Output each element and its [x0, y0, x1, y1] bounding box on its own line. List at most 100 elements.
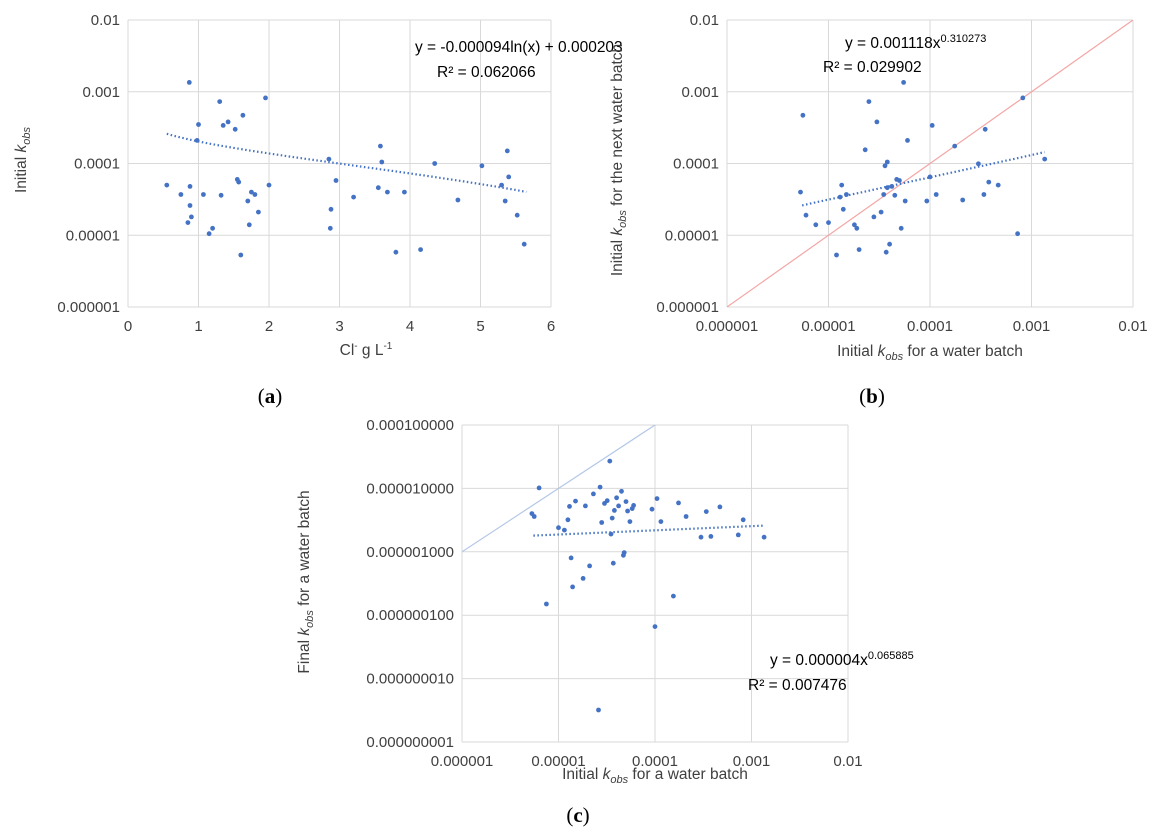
data-point	[256, 209, 261, 215]
data-point	[206, 231, 212, 237]
data-point	[683, 514, 689, 519]
data-point	[455, 197, 461, 203]
data-point	[866, 99, 872, 104]
data-point	[238, 252, 244, 258]
data-point	[834, 252, 839, 258]
x-tick-label: 3	[335, 318, 343, 335]
trendline	[801, 151, 1045, 207]
data-point	[327, 225, 333, 231]
data-point	[676, 500, 681, 506]
x-tick-label: 6	[547, 318, 555, 335]
data-point	[612, 508, 617, 513]
data-point	[604, 498, 610, 504]
data-point	[236, 179, 242, 185]
y-tick-label: 0.0001	[74, 156, 120, 173]
data-point	[878, 209, 884, 215]
data-point	[839, 182, 845, 188]
data-point	[703, 509, 709, 514]
trendline-equation: y = 0.001118x0.310273	[845, 33, 986, 52]
y-axis-label: Initial kobs for the next water batch	[609, 44, 629, 276]
data-point	[1042, 156, 1048, 162]
data-point	[608, 531, 614, 537]
data-point	[952, 143, 958, 149]
data-point	[933, 192, 939, 197]
trendline-equation: y = 0.000004x0.065885	[770, 650, 914, 669]
r-squared-label: R² = 0.062066	[437, 64, 536, 81]
data-point	[225, 119, 231, 125]
data-point	[862, 147, 868, 153]
data-point	[852, 222, 857, 228]
data-point	[591, 491, 596, 497]
data-point	[217, 99, 223, 104]
data-point	[263, 95, 268, 101]
trendline-equation: y = -0.000094ln(x) + 0.000203	[415, 39, 623, 56]
data-point	[328, 206, 334, 212]
data-point	[597, 484, 603, 490]
data-point	[1020, 95, 1026, 101]
y-tick-label: 0.0001	[673, 156, 719, 173]
data-point	[333, 178, 339, 183]
data-point	[884, 159, 890, 165]
panel-label-b: (b)	[859, 384, 885, 408]
data-point	[995, 182, 1001, 188]
data-point	[609, 515, 615, 521]
data-point	[201, 192, 206, 197]
trendline	[533, 524, 765, 537]
data-point	[652, 624, 658, 629]
data-point	[627, 519, 633, 524]
data-point	[986, 179, 992, 185]
data-point	[565, 517, 571, 523]
data-point	[185, 220, 191, 226]
x-tick-label: 0.000001	[431, 753, 494, 770]
data-point	[671, 593, 676, 599]
data-point	[164, 182, 170, 188]
identity-reference-line	[462, 425, 657, 553]
data-point	[583, 503, 588, 509]
y-tick-label: 0.000100000	[366, 417, 454, 434]
data-point	[178, 192, 184, 197]
data-point	[927, 174, 933, 180]
data-point	[897, 178, 902, 183]
data-point	[889, 184, 895, 189]
data-point	[266, 182, 272, 188]
data-point	[521, 241, 527, 247]
trendline	[166, 132, 527, 193]
x-tick-label: 0.000001	[696, 318, 759, 335]
data-point	[856, 247, 862, 253]
data-point	[393, 249, 399, 255]
chart-a: 0.000001 0.00001 0.0001 0.001 0.01 0 1 2 3 4 5 6 y =…	[13, 12, 623, 359]
data-point	[502, 198, 508, 204]
panel-labels: (a) (b) (c)	[258, 384, 885, 827]
y-tick-label: 0.000000100	[366, 607, 454, 624]
y-tick-label: 0.00001	[665, 227, 719, 244]
data-point	[596, 707, 601, 713]
data-point	[531, 514, 537, 519]
y-axis-label: Final kobs for a water batch	[296, 490, 316, 673]
data-point	[506, 174, 512, 180]
data-point	[905, 138, 910, 143]
data-point	[567, 504, 572, 509]
y-tick-label: 0.00001	[66, 227, 120, 244]
data-point	[504, 148, 510, 154]
data-point	[587, 563, 592, 569]
data-point	[544, 601, 549, 607]
data-point	[902, 198, 908, 204]
data-point	[249, 189, 254, 195]
data-point	[871, 214, 877, 220]
x-tick-label: 5	[476, 318, 484, 335]
data-point	[837, 194, 843, 200]
data-point	[892, 192, 898, 198]
data-point	[610, 560, 616, 566]
x-tick-label: 1	[194, 318, 202, 335]
data-point	[536, 485, 542, 491]
data-point	[884, 185, 890, 191]
data-point	[625, 508, 630, 514]
data-point	[1015, 231, 1020, 237]
data-point	[432, 161, 438, 166]
data-point	[580, 576, 586, 581]
data-point	[562, 527, 567, 533]
data-point	[631, 503, 636, 508]
data-point	[898, 225, 904, 231]
r-squared-label: R² = 0.007476	[748, 677, 847, 694]
data-point	[189, 214, 194, 220]
